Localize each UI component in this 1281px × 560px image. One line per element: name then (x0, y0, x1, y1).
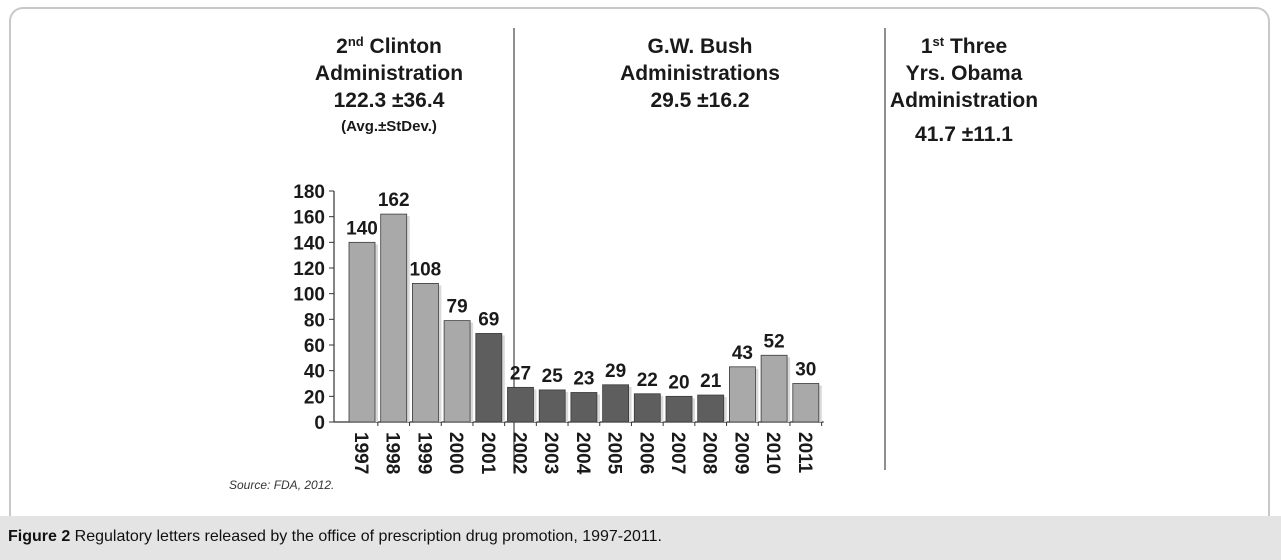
x-tick-label: 2002 (509, 432, 530, 474)
y-tick-label: 100 (293, 285, 325, 306)
x-tick-label: 1998 (382, 432, 403, 474)
bar (760, 354, 788, 423)
bush-header-line1: G.W. Bush (648, 35, 753, 58)
clinton-stat-note: (Avg.±StDev.) (341, 118, 437, 135)
y-tick-label: 40 (304, 362, 325, 383)
y-tick-label: 140 (293, 233, 325, 254)
data-label: 21 (700, 371, 722, 392)
x-tick-label: 1999 (413, 432, 434, 474)
data-label: 52 (764, 331, 785, 352)
data-label: 25 (542, 366, 564, 387)
bar (697, 394, 725, 423)
caption-bar: Figure 2 Regulatory letters released by … (0, 516, 1281, 560)
data-label: 27 (510, 363, 531, 384)
data-label: 140 (346, 218, 378, 239)
clinton-header-line1: 2nd Clinton (336, 34, 442, 58)
bar (602, 384, 629, 423)
bar (475, 333, 503, 423)
source-note: Source: FDA, 2012. (229, 478, 335, 492)
y-tick-label: 120 (293, 259, 325, 280)
clinton-header-line2: Administration (315, 62, 463, 85)
data-label: 30 (795, 360, 816, 381)
bar (411, 282, 439, 423)
x-tick-label: 2001 (477, 432, 498, 475)
y-tick-label: 160 (293, 208, 325, 229)
bar (443, 320, 471, 423)
x-tick-label: 1997 (350, 432, 371, 474)
bar (538, 389, 566, 423)
x-tick-label: 2009 (730, 432, 751, 474)
data-label: 162 (378, 190, 410, 211)
x-tick-label: 2008 (699, 432, 720, 474)
data-label: 23 (573, 368, 594, 389)
bar (507, 386, 534, 423)
clinton-stat: 122.3 ±36.4 (334, 89, 445, 112)
bar (729, 366, 756, 423)
x-tick-label: 2006 (635, 432, 656, 474)
y-tick-label: 0 (314, 413, 325, 434)
bar-chart: 2nd Clinton Administration 122.3 ±36.4 (… (293, 28, 1038, 475)
figure-frame (9, 7, 1270, 516)
data-label: 108 (410, 259, 442, 280)
y-tick-label: 80 (304, 310, 325, 331)
data-label: 20 (668, 372, 689, 393)
y-tick-label: 60 (304, 336, 325, 357)
y-tick-label: 180 (293, 182, 325, 203)
x-tick-label: 2010 (762, 432, 783, 474)
obama-header-line1: 1st Three (921, 34, 1007, 58)
x-tick-label: 2003 (540, 432, 561, 474)
bush-header-line2: Administrations (620, 62, 780, 85)
x-tick-label: 2000 (445, 432, 466, 474)
obama-header-line2: Yrs. Obama (906, 62, 1023, 85)
x-tick-label: 2007 (667, 432, 688, 474)
figure-caption: Figure 2 Regulatory letters released by … (8, 528, 662, 546)
y-tick-label: 20 (304, 387, 325, 408)
bar (380, 213, 408, 423)
x-tick-label: 2005 (604, 432, 625, 475)
bar (792, 383, 820, 423)
data-label: 69 (478, 309, 499, 330)
data-label: 43 (732, 343, 753, 364)
data-label: 29 (605, 361, 626, 382)
caption-label: Figure 2 (8, 528, 71, 545)
data-label: 22 (637, 370, 658, 391)
caption-text: Regulatory letters released by the offic… (70, 528, 662, 545)
bar (348, 241, 376, 423)
x-tick-label: 2004 (572, 432, 593, 475)
obama-header-line3: Administration (890, 89, 1038, 112)
x-tick-label: 2011 (794, 432, 815, 474)
bar (570, 392, 598, 423)
bar (633, 393, 661, 423)
plot-area: 0 20 40 60 80 100 120 140 160 180 140 1997 162 1998 10… (293, 182, 824, 475)
data-label: 79 (447, 297, 468, 318)
obama-stat: 41.7 ±11.1 (915, 123, 1013, 146)
bush-stat: 29.5 ±16.2 (650, 89, 749, 112)
bar (665, 395, 693, 423)
